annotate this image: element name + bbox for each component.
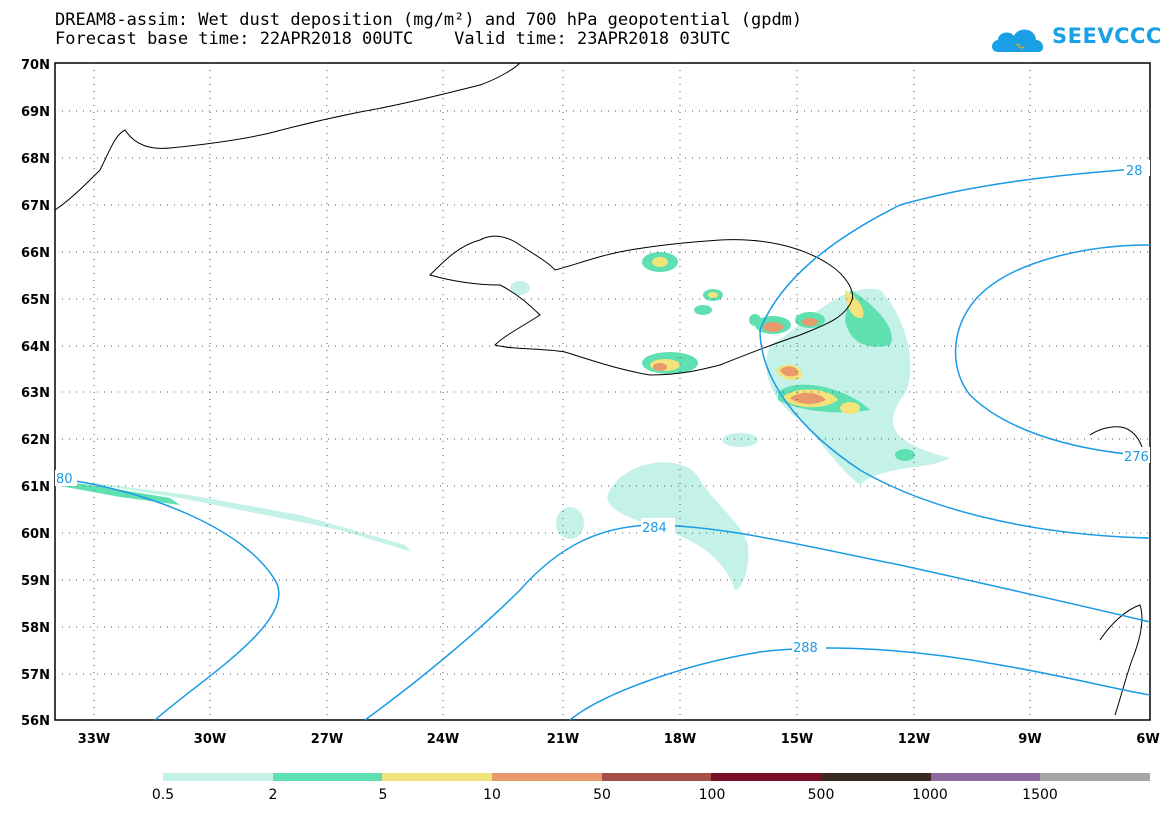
contour-280-west [54, 477, 280, 721]
legend-swatch [821, 773, 931, 781]
lat-label: 66N [21, 246, 50, 261]
lon-label: 27W [311, 732, 343, 747]
legend-swatch [930, 773, 1041, 781]
lon-label: 15W [781, 732, 813, 747]
lat-label: 60N [21, 527, 50, 542]
lat-lon-grid [55, 63, 1150, 720]
dust-deposition-layer [55, 252, 950, 590]
contour-288 [569, 647, 1151, 721]
legend-label: 5 [378, 787, 388, 803]
lat-label: 64N [21, 340, 50, 355]
lon-label: 24W [427, 732, 459, 747]
legend-swatch [382, 773, 493, 781]
lat-label: 56N [21, 714, 50, 729]
lon-label: 6W [1136, 732, 1159, 747]
lon-label: 12W [898, 732, 930, 747]
lat-label: 65N [21, 293, 50, 308]
legend-swatch [272, 773, 383, 781]
map-title: DREAM8-assim: Wet dust deposition (mg/m²… [55, 10, 803, 30]
lon-label: 18W [664, 732, 696, 747]
contour-label-284: 284 [642, 521, 667, 536]
faroe-islands [1089, 426, 1144, 451]
lat-label: 58N [21, 621, 50, 636]
legend-label: 500 [807, 787, 835, 803]
lat-label: 70N [21, 58, 50, 73]
iceland-coast [429, 235, 854, 376]
contour-280-south [759, 329, 1151, 539]
cloud-logo-icon [992, 29, 1044, 52]
legend-swatch [711, 773, 822, 781]
legend-label: 50 [593, 787, 611, 803]
contour-label-276: 276 [1124, 450, 1149, 465]
lat-label: 61N [21, 480, 50, 495]
lat-label: 68N [21, 152, 50, 167]
lat-label: 63N [21, 386, 50, 401]
legend-label: 1000 [912, 787, 948, 803]
lon-label: 30W [194, 732, 226, 747]
lat-label: 57N [21, 668, 50, 683]
legend-swatch [163, 773, 273, 781]
map-frame [54, 62, 1151, 721]
legend-label: 0.5 [151, 787, 175, 803]
legend-label: 1500 [1022, 787, 1058, 803]
coastlines [54, 62, 1144, 716]
lat-label: 69N [21, 105, 50, 120]
legend-swatch [601, 773, 712, 781]
map-subtitle: Forecast base time: 22APR2018 00UTC Vali… [55, 29, 731, 49]
legend-label: 100 [698, 787, 726, 803]
legend-label: 10 [483, 787, 501, 803]
lat-label: 59N [21, 574, 50, 589]
legend-label: 2 [268, 787, 278, 803]
contour-284 [364, 524, 1151, 721]
contour-label-28: 28 [1126, 164, 1143, 179]
legend-colorbar [163, 773, 1151, 781]
contour-label-288: 288 [793, 641, 818, 656]
contour-280-east [759, 167, 1151, 331]
contour-276 [954, 244, 1151, 457]
lat-label: 67N [21, 199, 50, 214]
contour-label-80: 80 [56, 472, 73, 487]
lon-label: 21W [547, 732, 579, 747]
greenland-coast [54, 62, 521, 211]
scotland-coast [1099, 604, 1143, 716]
legend-swatch [492, 773, 602, 781]
lon-label: 9W [1018, 732, 1041, 747]
lat-label: 62N [21, 433, 50, 448]
logo-text: SEEVCCC [1052, 24, 1162, 48]
geopotential-contours [54, 167, 1151, 721]
lon-label: 33W [78, 732, 110, 747]
legend-swatch [1040, 773, 1151, 781]
